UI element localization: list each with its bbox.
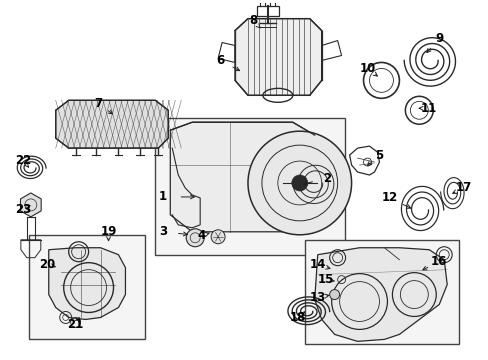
Circle shape	[329, 289, 339, 300]
Polygon shape	[314, 248, 447, 341]
Text: 15: 15	[317, 273, 333, 286]
Text: 23: 23	[15, 203, 31, 216]
Bar	[256, 6, 278, 15]
Text: 13: 13	[309, 291, 325, 304]
Bar	[29, 235, 145, 339]
Polygon shape	[20, 193, 41, 217]
Circle shape	[247, 131, 351, 235]
Text: 11: 11	[420, 102, 436, 115]
Text: 10: 10	[359, 62, 375, 75]
Text: 5: 5	[375, 149, 383, 162]
Bar	[304, 240, 458, 345]
Circle shape	[186, 229, 203, 247]
Text: 17: 17	[455, 181, 471, 194]
Text: 3: 3	[159, 225, 167, 238]
Text: 12: 12	[381, 192, 397, 204]
Text: 22: 22	[15, 154, 31, 167]
Text: 9: 9	[434, 32, 443, 45]
Text: 16: 16	[430, 255, 447, 268]
Polygon shape	[56, 100, 168, 148]
Text: 6: 6	[216, 54, 224, 67]
Circle shape	[211, 230, 224, 244]
Text: 21: 21	[67, 318, 83, 331]
Text: 19: 19	[100, 225, 117, 238]
Text: 1: 1	[158, 190, 166, 203]
Text: 2: 2	[323, 171, 331, 185]
Text: 20: 20	[39, 258, 55, 271]
Text: 7: 7	[94, 97, 102, 110]
Bar	[155, 118, 344, 255]
Polygon shape	[235, 19, 321, 95]
Text: 18: 18	[289, 311, 305, 324]
Polygon shape	[49, 248, 125, 319]
Text: 8: 8	[248, 14, 257, 27]
Circle shape	[291, 175, 307, 191]
Text: 14: 14	[309, 258, 325, 271]
Text: 4: 4	[197, 229, 205, 242]
Polygon shape	[170, 122, 314, 232]
